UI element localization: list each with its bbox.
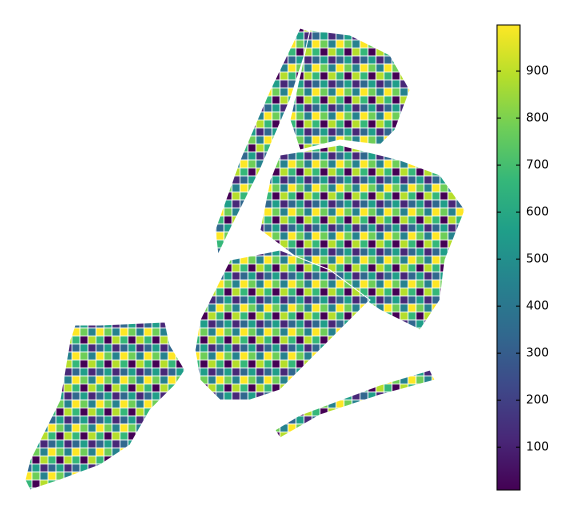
tick-label: 700 [526, 158, 549, 172]
colorbar-gradient [496, 24, 521, 491]
queens [259, 144, 466, 331]
brooklyn [194, 249, 371, 401]
rockaway [274, 369, 436, 439]
staten-island [24, 321, 186, 491]
tick-label: 500 [526, 252, 549, 266]
tick-label: 600 [526, 205, 549, 219]
tick-label: 800 [526, 111, 549, 125]
tick-label: 400 [526, 299, 549, 313]
manhattan [214, 27, 313, 257]
tick-label: 300 [526, 346, 549, 360]
tick-label: 100 [526, 440, 549, 454]
tick-label: 200 [526, 393, 549, 407]
tick-label: 900 [526, 64, 549, 78]
bronx [289, 29, 411, 151]
colorbar: 100 200 300 400 500 600 700 800 900 [496, 24, 549, 491]
map [24, 27, 466, 491]
